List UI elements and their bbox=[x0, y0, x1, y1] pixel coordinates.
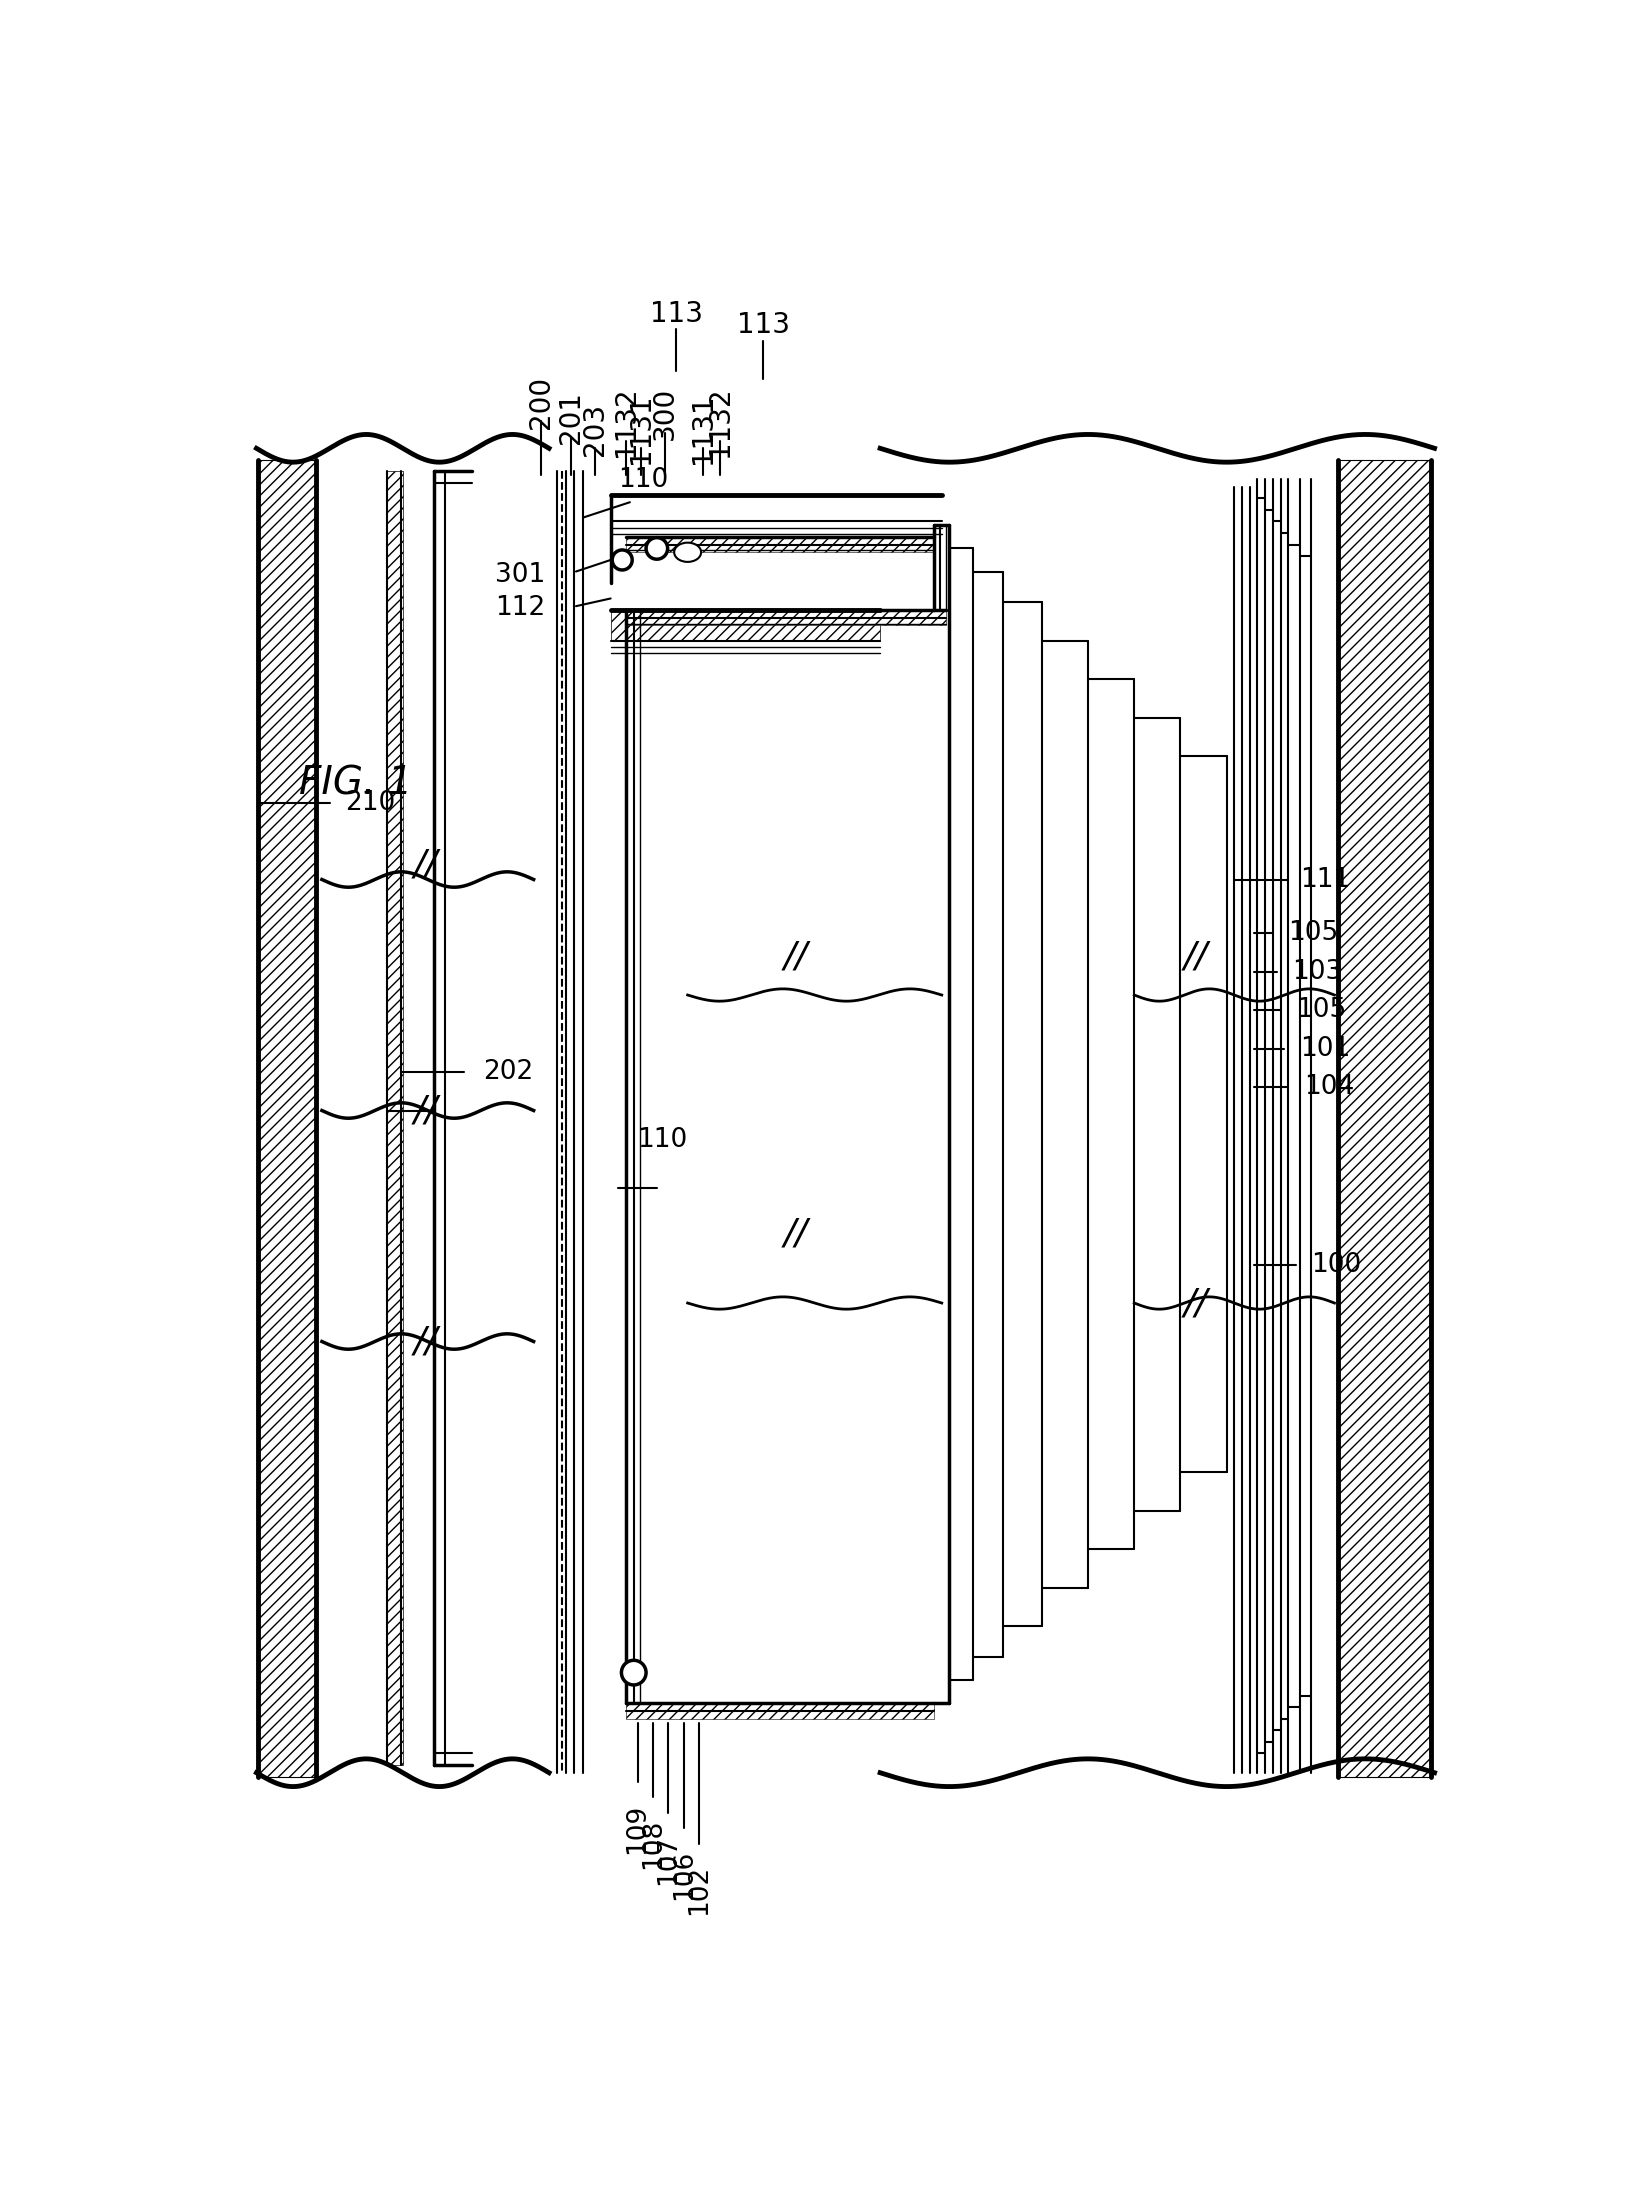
Bar bbox=[610, 610, 880, 641]
Text: 107: 107 bbox=[654, 1834, 681, 1884]
Text: 300: 300 bbox=[651, 386, 677, 439]
Text: 1131: 1131 bbox=[628, 393, 654, 463]
Text: 113: 113 bbox=[649, 299, 702, 327]
Text: 102: 102 bbox=[686, 1864, 712, 1915]
Text: 210: 210 bbox=[344, 791, 396, 815]
Text: 108: 108 bbox=[639, 1818, 666, 1869]
Text: 112: 112 bbox=[494, 595, 545, 621]
Text: 104: 104 bbox=[1304, 1074, 1353, 1100]
Text: 101: 101 bbox=[1299, 1037, 1350, 1063]
Bar bbox=[626, 1704, 933, 1719]
Text: //: // bbox=[1183, 940, 1208, 973]
Text: //: // bbox=[414, 1094, 438, 1127]
Text: 201: 201 bbox=[557, 391, 585, 444]
Bar bbox=[257, 459, 315, 1777]
Text: 103: 103 bbox=[1292, 960, 1341, 986]
Text: //: // bbox=[1183, 1287, 1208, 1320]
Circle shape bbox=[611, 549, 631, 571]
Circle shape bbox=[646, 538, 667, 560]
Bar bbox=[626, 536, 933, 551]
Text: //: // bbox=[414, 1324, 438, 1359]
Text: 105: 105 bbox=[1295, 997, 1345, 1023]
Text: //: // bbox=[783, 940, 808, 973]
Text: 113: 113 bbox=[737, 312, 789, 338]
Text: 109: 109 bbox=[625, 1803, 651, 1853]
Circle shape bbox=[621, 1660, 646, 1684]
Text: 1131: 1131 bbox=[689, 393, 717, 463]
Text: 100: 100 bbox=[1310, 1252, 1361, 1278]
Text: 301: 301 bbox=[494, 562, 545, 589]
Text: 1132: 1132 bbox=[705, 386, 733, 457]
Text: 106: 106 bbox=[671, 1849, 697, 1900]
Bar bbox=[387, 472, 402, 1766]
Text: //: // bbox=[783, 1217, 808, 1252]
Text: //: // bbox=[414, 848, 438, 881]
Text: 202: 202 bbox=[483, 1058, 534, 1085]
Ellipse shape bbox=[674, 542, 700, 562]
Bar bbox=[626, 610, 944, 626]
Text: 200: 200 bbox=[527, 376, 555, 428]
Text: 105: 105 bbox=[1287, 920, 1338, 946]
Bar bbox=[1338, 459, 1430, 1777]
Text: 1132: 1132 bbox=[611, 386, 639, 457]
Text: 111: 111 bbox=[1299, 867, 1350, 892]
Text: FIG. 1: FIG. 1 bbox=[298, 764, 412, 802]
Text: 110: 110 bbox=[638, 1127, 687, 1153]
Text: 203: 203 bbox=[580, 402, 608, 455]
Text: 110: 110 bbox=[618, 468, 667, 492]
